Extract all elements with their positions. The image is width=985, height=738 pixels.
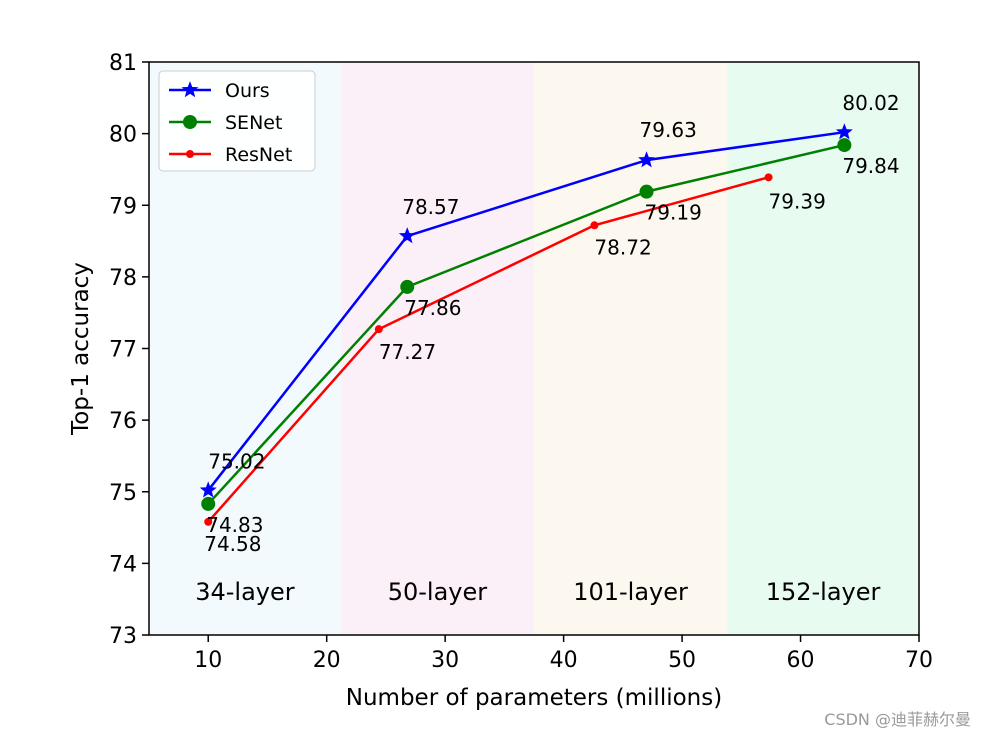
data-labels: 75.02 78.57 79.63 80.02 74.83 77.86 79.19 79.84… xyxy=(204,91,899,556)
x-tick-label: 40 xyxy=(550,648,578,673)
band-101-layer xyxy=(534,62,728,635)
data-label-senet: 77.86 xyxy=(404,296,461,320)
data-label-resnet: 77.27 xyxy=(379,340,436,364)
y-tick-label: 76 xyxy=(109,409,137,434)
y-tick-label: 79 xyxy=(109,194,137,219)
legend-label-resnet: ResNet xyxy=(225,144,292,166)
legend-box xyxy=(158,70,316,172)
band-50-layer xyxy=(340,62,534,635)
line-senet xyxy=(207,143,845,505)
data-label-senet: 79.84 xyxy=(842,154,899,178)
band-label-101-layer: 101-layer xyxy=(573,578,688,606)
point-senet xyxy=(400,279,415,294)
data-label-ours: 75.02 xyxy=(208,449,265,473)
band-label-50-layer: 50-layer xyxy=(388,578,488,606)
legend-label-senet: SENet xyxy=(225,112,282,134)
x-tick-label: 50 xyxy=(668,648,696,673)
data-label-senet: 79.19 xyxy=(645,201,702,225)
legend-marker-senet xyxy=(183,115,197,129)
data-label-ours: 78.57 xyxy=(402,195,459,219)
data-label-resnet: 74.58 xyxy=(204,532,261,556)
x-axis-title: Number of parameters (millions) xyxy=(346,685,722,711)
data-label-ours: 79.63 xyxy=(640,118,697,142)
x-tick-label: 10 xyxy=(194,648,222,673)
line-resnet xyxy=(207,176,769,523)
legend-label-ours: Ours xyxy=(225,80,270,102)
legend-marker-resnet xyxy=(186,150,194,158)
point-resnet xyxy=(374,325,383,334)
data-label-resnet: 78.72 xyxy=(594,235,651,259)
point-resnet xyxy=(764,173,773,182)
data-label-senet: 74.83 xyxy=(206,513,263,537)
point-ours xyxy=(638,151,655,168)
y-axis-title: Top-1 accuracy xyxy=(68,262,94,436)
y-tick-label: 75 xyxy=(109,481,137,506)
point-resnet xyxy=(590,221,599,230)
band-152-layer xyxy=(727,62,919,635)
legend: Ours SENet ResNet xyxy=(158,70,316,172)
x-axis: 10 20 30 40 50 60 70 xyxy=(194,635,933,673)
point-senet xyxy=(639,184,654,199)
point-resnet xyxy=(204,517,213,526)
x-tick-label: 60 xyxy=(787,648,815,673)
x-tick-label: 20 xyxy=(313,648,341,673)
band-labels: 34-layer 50-layer 101-layer 152-layer xyxy=(195,578,880,606)
band-label-152-layer: 152-layer xyxy=(766,578,881,606)
x-tick-label: 30 xyxy=(431,648,459,673)
y-tick-label: 80 xyxy=(109,123,137,148)
data-label-ours: 80.02 xyxy=(842,91,899,115)
y-tick-label: 81 xyxy=(109,51,137,76)
point-senet xyxy=(201,496,216,511)
point-ours xyxy=(398,227,416,244)
y-tick-label: 77 xyxy=(109,338,137,363)
y-tick-label: 78 xyxy=(109,266,137,291)
line-ours xyxy=(207,130,845,492)
legend-marker-ours xyxy=(181,81,199,98)
data-label-resnet: 79.39 xyxy=(769,189,826,213)
y-tick-label: 73 xyxy=(109,624,137,649)
x-tick-label: 70 xyxy=(905,648,933,673)
series-lines xyxy=(207,130,845,523)
point-ours xyxy=(835,123,853,140)
band-label-34-layer: 34-layer xyxy=(195,578,295,606)
watermark: CSDN @迪菲赫尔曼 xyxy=(824,710,971,729)
point-ours xyxy=(199,481,217,498)
point-senet xyxy=(837,138,852,153)
series-markers xyxy=(199,123,853,526)
y-tick-label: 74 xyxy=(109,552,137,577)
y-axis: 73 74 75 76 77 78 79 80 81 xyxy=(109,51,149,649)
